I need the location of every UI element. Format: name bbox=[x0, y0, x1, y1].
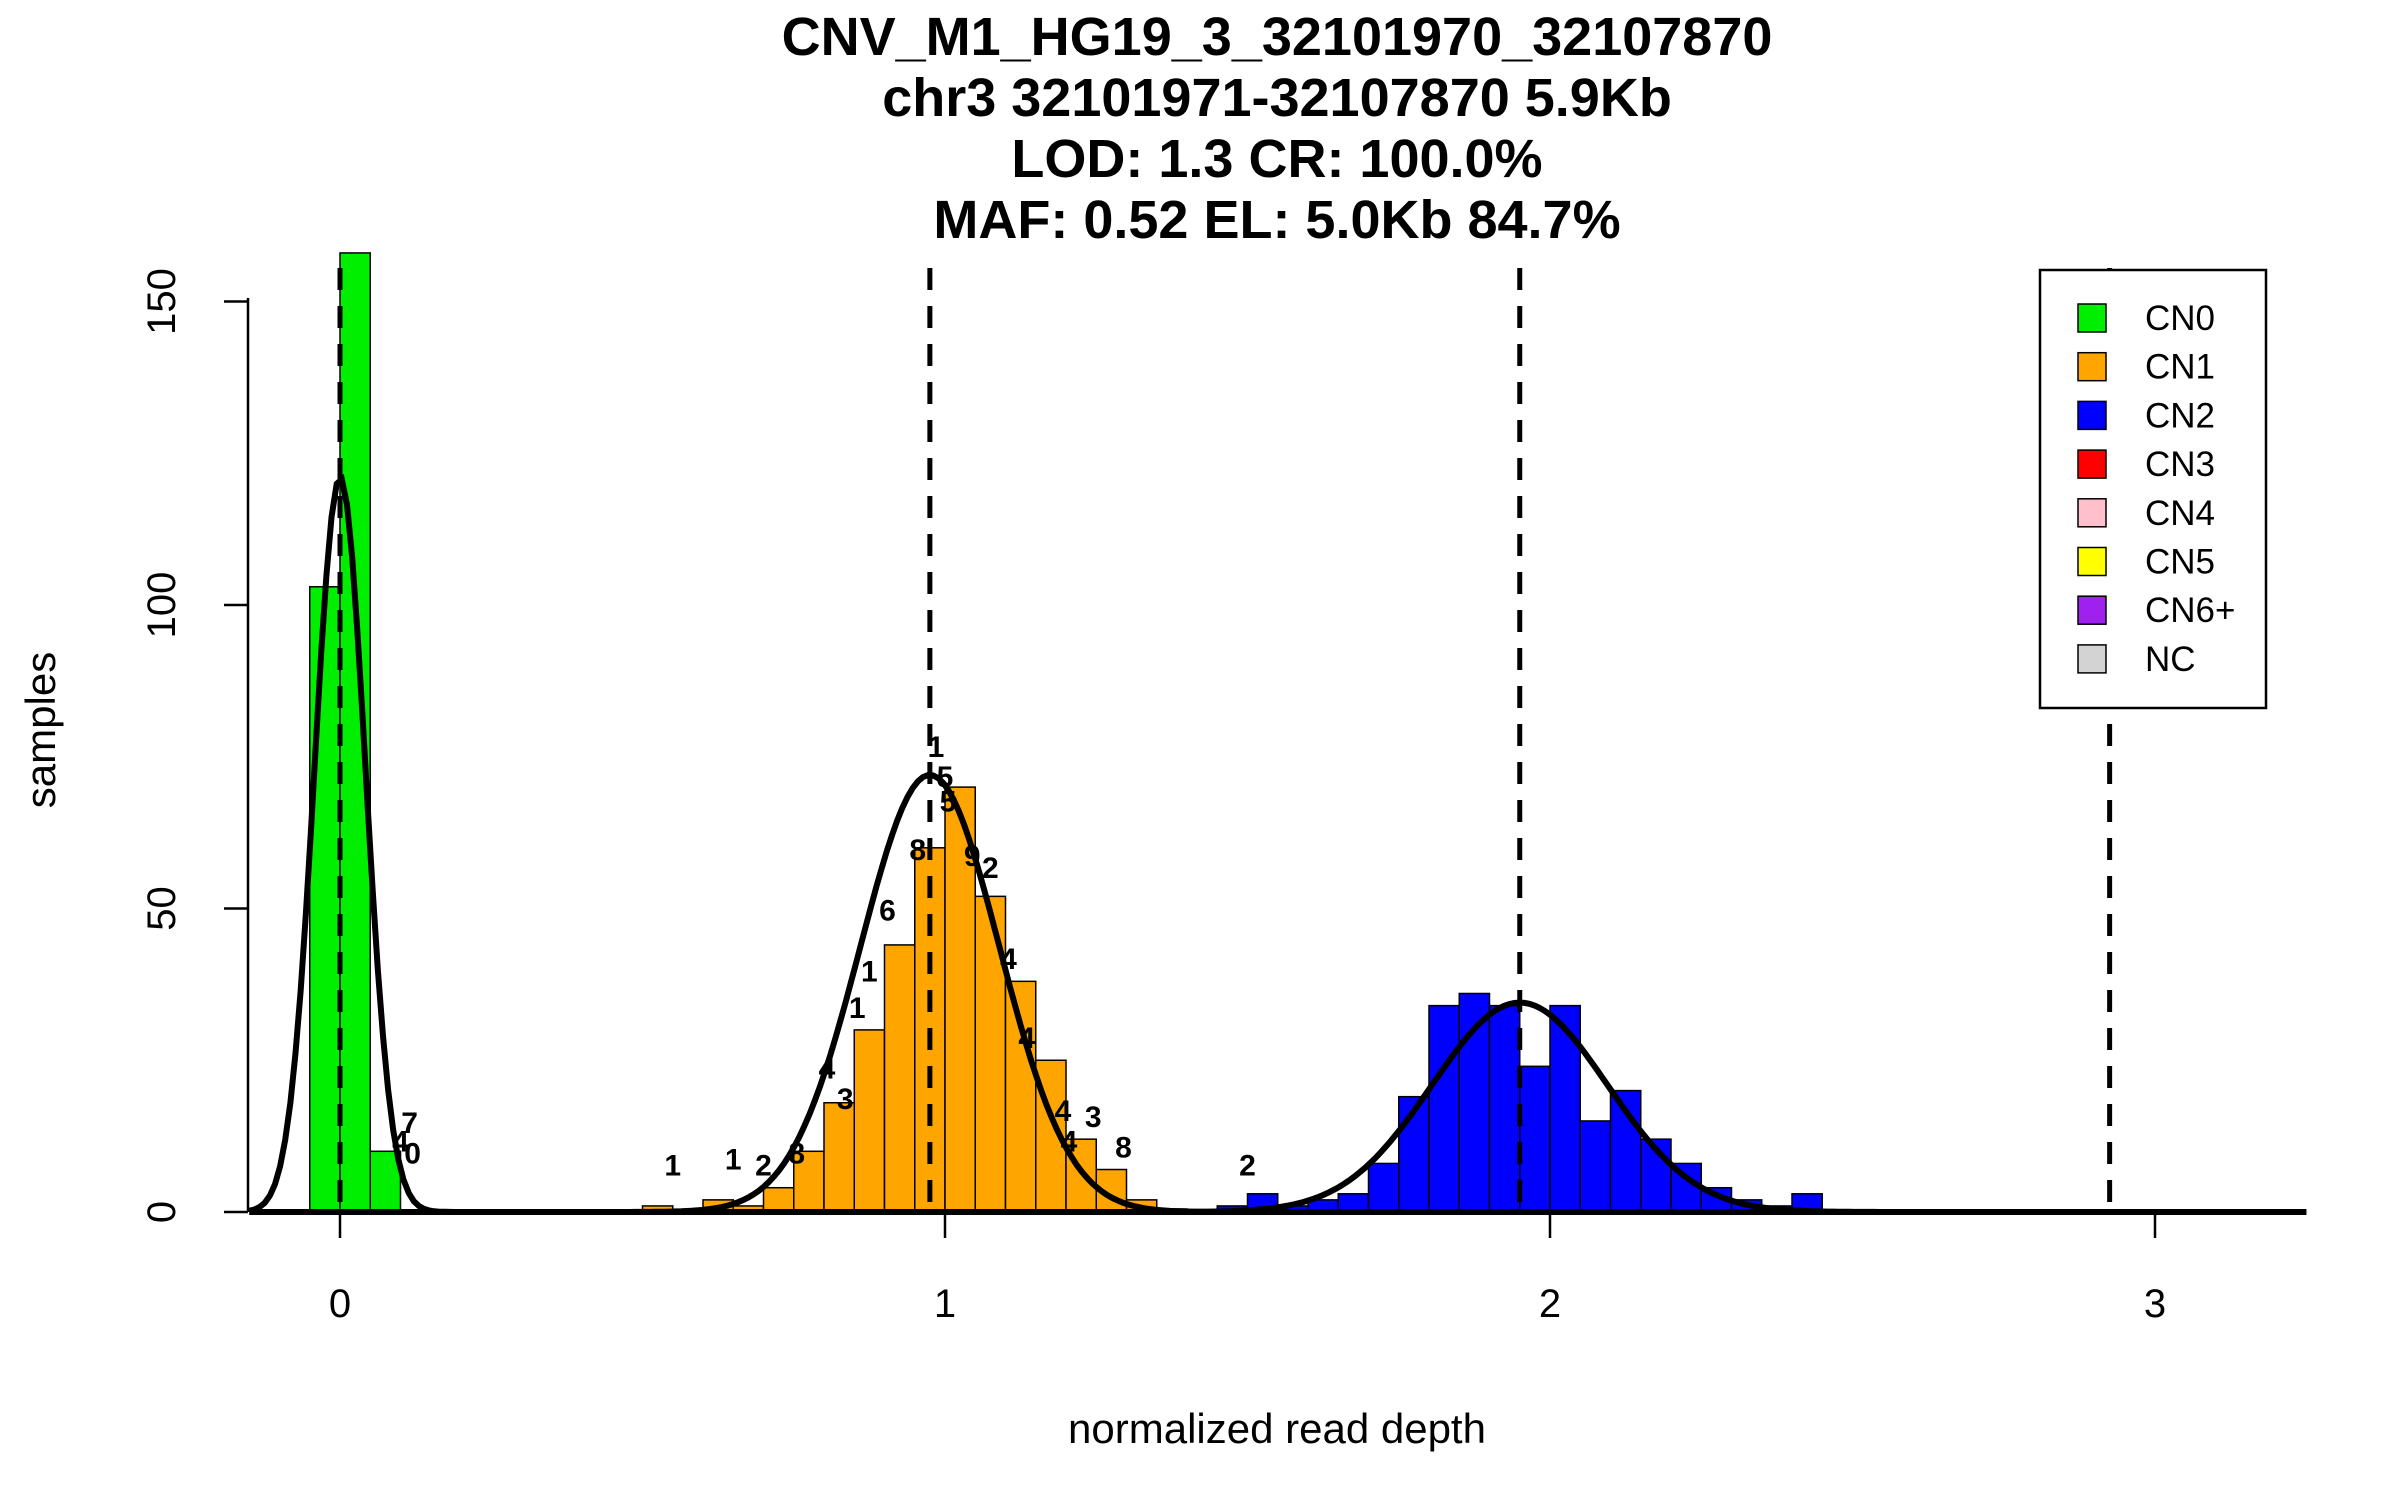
legend-label-cn3: CN3 bbox=[2145, 445, 2215, 484]
legend: CN0 CN1 CN2 CN3 CN4 CN5 CN6+ NC bbox=[2038, 268, 2268, 710]
bar-cn2 bbox=[1579, 1120, 1612, 1213]
x-tick-label: 1 bbox=[934, 1282, 956, 1326]
title-line-4: MAF: 0.52 EL: 5.0Kb 84.7% bbox=[933, 190, 1620, 250]
bar-count-label: 2 bbox=[1239, 1150, 1256, 1183]
bar-cn2 bbox=[1488, 1004, 1521, 1213]
legend-label-cn4: CN4 bbox=[2145, 494, 2215, 533]
bar-cn2 bbox=[1428, 1004, 1460, 1213]
bar-count-label: 8 bbox=[909, 834, 926, 867]
bar-cn1 bbox=[853, 1029, 886, 1213]
bar-count-label: 4 bbox=[1055, 1095, 1072, 1128]
bar-count-label: 1 bbox=[725, 1144, 742, 1177]
bar-cn1 bbox=[823, 1101, 855, 1213]
y-axis-title: samples bbox=[17, 652, 64, 808]
legend-swatch-cn2 bbox=[2077, 400, 2107, 431]
legend-swatch-cn5 bbox=[2077, 546, 2107, 577]
chart-title: CNV_M1_HG19_3_32101970_32107870 chr3 321… bbox=[782, 7, 1773, 250]
bar-count-label: 1 bbox=[849, 992, 866, 1025]
title-line-2: chr3 32101971-32107870 5.9Kb bbox=[882, 68, 1672, 128]
bar-cn0 bbox=[309, 586, 341, 1213]
title-line-1: CNV_M1_HG19_3_32101970_32107870 bbox=[782, 7, 1773, 67]
bar-cn0 bbox=[369, 1150, 402, 1213]
bar-count-label: 2 bbox=[755, 1150, 772, 1183]
bar-count-label: 6 bbox=[879, 895, 896, 928]
bar-cn1 bbox=[944, 786, 976, 1213]
legend-label-cn0: CN0 bbox=[2145, 299, 2215, 338]
x-axis: 0 1 2 3 bbox=[329, 1210, 2166, 1326]
bar-count-label: 7 bbox=[401, 1107, 418, 1140]
y-tick-label: 50 bbox=[140, 886, 184, 931]
legend-label-cn1: CN1 bbox=[2145, 348, 2215, 387]
legend-box bbox=[2038, 268, 2268, 710]
title-line-3: LOD: 1.3 CR: 100.0% bbox=[1011, 129, 1542, 189]
legend-swatch-cn6plus bbox=[2077, 595, 2107, 625]
bar-cn2 bbox=[1519, 1065, 1551, 1213]
bar-count-label: 2 bbox=[982, 852, 999, 885]
bar-count-label: 1 bbox=[664, 1150, 681, 1183]
legend-swatch-cn3 bbox=[2077, 449, 2107, 479]
legend-label-nc: NC bbox=[2145, 640, 2196, 679]
x-tick-label: 2 bbox=[1539, 1282, 1561, 1326]
bar-cn1 bbox=[883, 944, 916, 1213]
bar-count-label: 8 bbox=[1115, 1131, 1132, 1164]
bar-count-label: 5 bbox=[937, 761, 954, 794]
x-tick-label: 0 bbox=[329, 1282, 351, 1326]
x-tick-label: 3 bbox=[2144, 1282, 2166, 1326]
bar-cn1 bbox=[762, 1186, 795, 1213]
bar-count-label: 3 bbox=[837, 1083, 854, 1116]
legend-label-cn5: CN5 bbox=[2145, 543, 2215, 582]
legend-swatch-nc bbox=[2077, 644, 2107, 674]
bar-cn2 bbox=[1367, 1162, 1400, 1213]
y-tick-label: 0 bbox=[140, 1201, 184, 1223]
legend-label-cn6plus: CN6+ bbox=[2145, 591, 2235, 630]
bar-count-label: 1 bbox=[861, 955, 878, 988]
x-axis-title: normalized read depth bbox=[1068, 1405, 1486, 1452]
legend-swatch-cn1 bbox=[2077, 351, 2107, 382]
bar-count-label: 3 bbox=[1085, 1101, 1102, 1134]
y-axis: 0 50 100 150 bbox=[140, 268, 250, 1223]
legend-label-cn2: CN2 bbox=[2145, 396, 2215, 435]
legend-swatch-cn4 bbox=[2077, 498, 2107, 528]
y-tick-label: 150 bbox=[140, 268, 184, 335]
bar-count-label: 0 bbox=[404, 1137, 421, 1170]
y-tick-label: 100 bbox=[140, 572, 184, 639]
legend-swatch-cn0 bbox=[2077, 303, 2107, 333]
